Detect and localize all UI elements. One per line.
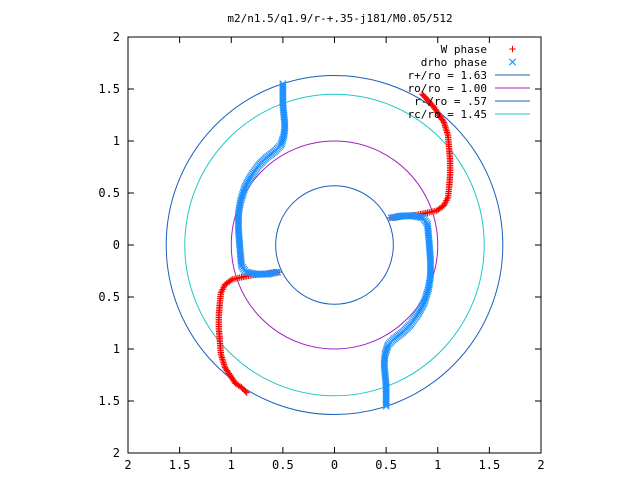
circle-3	[184, 93, 485, 397]
x-tick-label: 1.5	[169, 458, 191, 472]
point	[234, 220, 243, 228]
point	[382, 400, 390, 409]
point	[234, 213, 243, 221]
point	[279, 81, 287, 90]
y-tick-label: 0	[113, 238, 120, 252]
legend-label: r-/ro = .57	[414, 95, 487, 108]
point	[274, 268, 282, 276]
point	[426, 265, 435, 273]
point	[426, 270, 435, 279]
x-tick-label: 0.5	[272, 458, 294, 472]
y-tick-label: 0.5	[98, 290, 120, 304]
y-tick-label: 1.5	[98, 394, 120, 408]
point	[234, 210, 243, 218]
point	[279, 92, 287, 100]
point	[234, 217, 243, 225]
x-tick-label: 2	[537, 458, 544, 472]
point	[426, 262, 435, 270]
legend-label: W phase	[441, 43, 487, 56]
series-0	[215, 91, 454, 396]
chart-title: m2/n1.5/q1.9/r-+.35-j181/M0.05/512	[227, 12, 452, 25]
point	[243, 389, 250, 396]
reference-circles	[165, 74, 504, 416]
point	[426, 272, 435, 280]
legend-label: r+/ro = 1.63	[408, 69, 487, 82]
point	[279, 83, 287, 91]
point	[279, 95, 287, 103]
point	[382, 388, 390, 396]
point	[279, 94, 287, 102]
point	[234, 211, 243, 220]
x-tick-label: 2	[124, 458, 131, 472]
y-tick-label: 2	[113, 446, 120, 460]
point	[279, 88, 287, 97]
point	[242, 388, 249, 395]
data-series	[215, 80, 454, 410]
point	[279, 87, 287, 95]
point	[272, 268, 280, 276]
point	[382, 399, 390, 407]
point	[382, 390, 390, 398]
legend-label: drho phase	[421, 56, 487, 69]
point	[426, 269, 435, 277]
x-tick-label: 1	[228, 458, 235, 472]
x-tick-label: 1	[434, 458, 441, 472]
legend-marker	[509, 45, 516, 53]
point	[382, 397, 390, 405]
x-tick-label: 0.5	[375, 458, 397, 472]
legend-label: ro/ro = 1.00	[408, 82, 487, 95]
point	[426, 263, 435, 272]
point	[382, 387, 390, 395]
point	[389, 214, 397, 222]
x-tick-label: 1.5	[479, 458, 501, 472]
point	[234, 215, 243, 223]
y-tick-label: 0.5	[98, 186, 120, 200]
x-tick-label: 0	[331, 458, 338, 472]
point	[439, 117, 447, 125]
circle-1	[230, 140, 439, 350]
legend-label: rc/ro = 1.45	[408, 108, 487, 121]
point	[382, 393, 390, 402]
y-tick-label: 1	[113, 134, 120, 148]
y-tick-label: 1.5	[98, 82, 120, 96]
circle-2	[275, 185, 394, 305]
y-tick-label: 1	[113, 342, 120, 356]
point	[279, 80, 287, 88]
y-tick-label: 2	[113, 30, 120, 44]
point	[382, 402, 390, 410]
point	[387, 214, 395, 222]
series-1	[234, 80, 435, 410]
legend-marker	[508, 58, 517, 66]
circle-0	[165, 74, 504, 416]
point	[434, 206, 442, 213]
point	[234, 218, 243, 227]
point	[279, 90, 287, 98]
axis-ticks: 2 1.5 1 0.5 0 0.5 1 1.5 221.510.500.511.52	[98, 30, 544, 472]
point	[382, 395, 390, 403]
point	[382, 392, 390, 400]
point	[279, 85, 287, 93]
point	[426, 267, 435, 275]
